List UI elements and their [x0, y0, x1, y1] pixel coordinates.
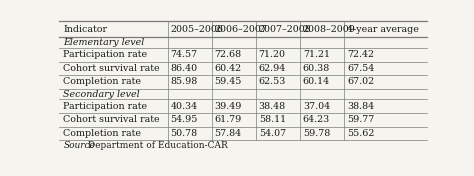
Text: Secondary level: Secondary level — [64, 90, 140, 99]
Text: 58.11: 58.11 — [259, 115, 286, 124]
Text: 57.84: 57.84 — [215, 129, 242, 138]
Text: 2005–2006: 2005–2006 — [171, 25, 224, 34]
Text: Cohort survival rate: Cohort survival rate — [64, 64, 160, 73]
Text: 59.45: 59.45 — [215, 77, 242, 86]
Text: 54.07: 54.07 — [259, 129, 286, 138]
Text: 59.77: 59.77 — [347, 115, 374, 124]
Text: 71.21: 71.21 — [303, 50, 330, 59]
Text: 2006–2007: 2006–2007 — [215, 25, 267, 34]
Text: Completion rate: Completion rate — [64, 129, 141, 138]
Text: 72.68: 72.68 — [215, 50, 242, 59]
Text: 64.23: 64.23 — [303, 115, 330, 124]
Text: 60.38: 60.38 — [303, 64, 330, 73]
Text: 50.78: 50.78 — [171, 129, 198, 138]
Text: Participation rate: Participation rate — [64, 102, 147, 111]
Text: 55.62: 55.62 — [347, 129, 374, 138]
Text: Cohort survival rate: Cohort survival rate — [64, 115, 160, 124]
Text: Source: Source — [64, 141, 95, 150]
Text: 67.02: 67.02 — [347, 77, 374, 86]
Text: 54.95: 54.95 — [171, 115, 198, 124]
Text: Department of Education-CAR: Department of Education-CAR — [84, 141, 228, 150]
Text: 2008–2009: 2008–2009 — [303, 25, 356, 34]
Text: 60.42: 60.42 — [215, 64, 242, 73]
Text: 74.57: 74.57 — [171, 50, 198, 59]
Text: 62.53: 62.53 — [259, 77, 286, 86]
Text: 85.98: 85.98 — [171, 77, 198, 86]
Text: Elementary level: Elementary level — [64, 38, 145, 47]
Text: 38.84: 38.84 — [347, 102, 374, 111]
Text: 37.04: 37.04 — [303, 102, 330, 111]
Text: 4-year average: 4-year average — [347, 25, 419, 34]
Text: 62.94: 62.94 — [259, 64, 286, 73]
Text: 39.49: 39.49 — [215, 102, 242, 111]
Text: Indicator: Indicator — [64, 25, 107, 34]
Text: 40.34: 40.34 — [171, 102, 198, 111]
Text: 61.79: 61.79 — [215, 115, 242, 124]
Text: 67.54: 67.54 — [347, 64, 374, 73]
Text: 71.20: 71.20 — [259, 50, 286, 59]
Text: 60.14: 60.14 — [303, 77, 330, 86]
Text: Completion rate: Completion rate — [64, 77, 141, 86]
Text: 72.42: 72.42 — [347, 50, 374, 59]
Text: Participation rate: Participation rate — [64, 50, 147, 59]
Text: 38.48: 38.48 — [259, 102, 286, 111]
Text: 59.78: 59.78 — [303, 129, 330, 138]
Text: 2007–2008: 2007–2008 — [259, 25, 311, 34]
Text: 86.40: 86.40 — [171, 64, 198, 73]
